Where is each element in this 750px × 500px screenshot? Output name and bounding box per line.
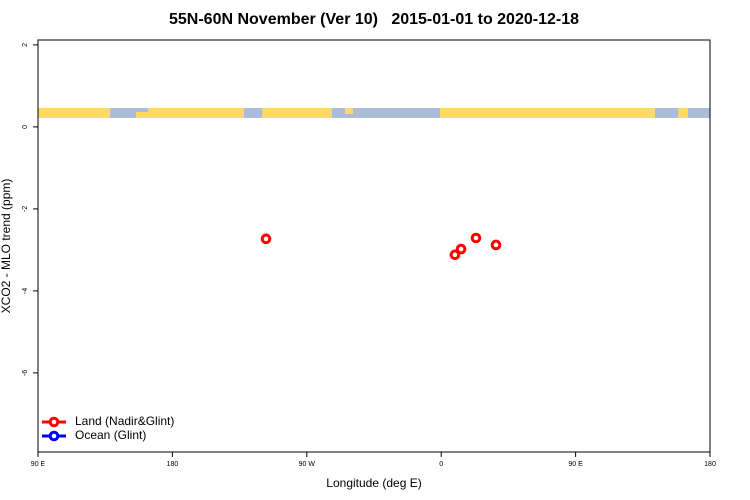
x-tick-label: 90 E — [568, 461, 583, 468]
y-tick-label: -2 — [22, 206, 29, 212]
x-tick-label: 180 — [167, 461, 179, 468]
x-tick-label: 90 E — [31, 461, 46, 468]
map-strip — [38, 108, 710, 118]
data-point — [470, 232, 482, 244]
legend-marker — [48, 416, 60, 428]
legend-marker — [48, 430, 60, 442]
x-tick-label: 180 — [704, 461, 716, 468]
y-tick-label: -6 — [22, 370, 29, 376]
y-axis-label: XCO2 - MLO trend (ppm) — [0, 179, 13, 314]
x-tick-label: 0 — [439, 461, 443, 468]
data-point — [449, 249, 461, 261]
data-point — [455, 243, 467, 255]
y-tick-label: 0 — [22, 125, 29, 129]
legend-label: Ocean (Glint) — [75, 428, 146, 442]
plot-frame — [37, 39, 711, 453]
legend-label: Land (Nadir&Glint) — [75, 414, 174, 428]
x-tick-label: 90 W — [299, 461, 316, 468]
chart-title: 55N-60N November (Ver 10) 2015-01-01 to … — [169, 11, 579, 28]
x-axis-label: Longitude (deg E) — [326, 476, 421, 490]
data-point — [260, 233, 272, 245]
y-tick-label: 2 — [22, 43, 29, 47]
data-point — [490, 239, 502, 251]
y-tick-label: -4 — [22, 288, 29, 294]
